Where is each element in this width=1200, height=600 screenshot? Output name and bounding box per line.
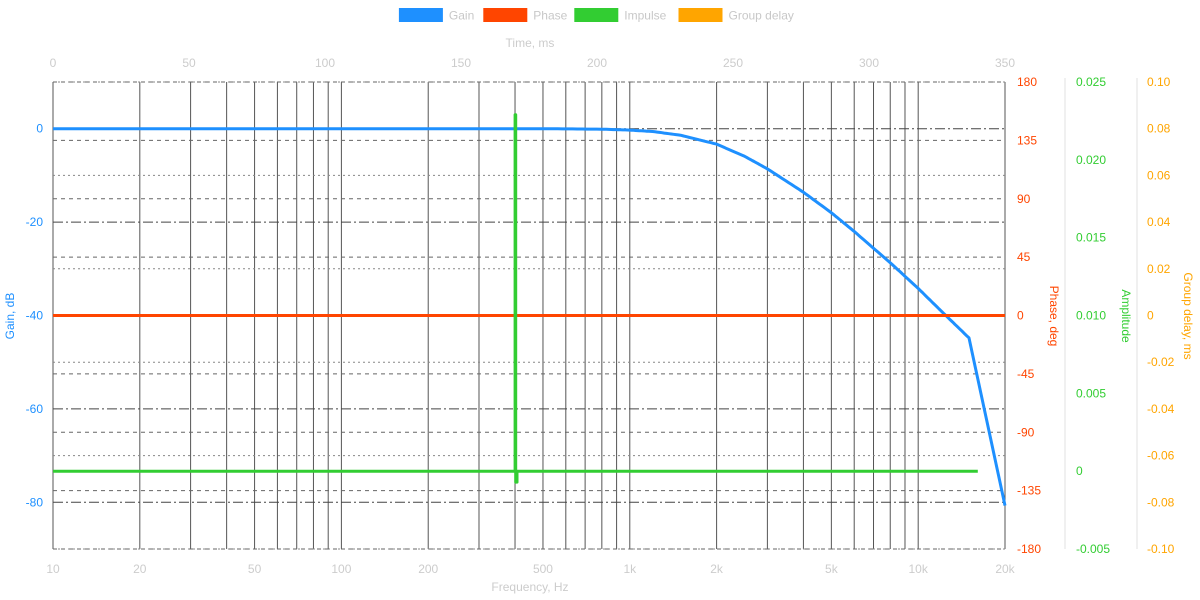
amplitude-tick-label: 0 — [1076, 464, 1083, 478]
frequency-tick-label: 20 — [133, 562, 147, 576]
group-delay-tick-label: -0.02 — [1147, 355, 1175, 369]
frequency-tick-label: 1k — [623, 562, 637, 576]
legend-label: Phase — [533, 9, 567, 23]
legend-label: Impulse — [624, 9, 666, 23]
group-delay-tick-label: 0.10 — [1147, 75, 1171, 89]
frequency-tick-label: 100 — [331, 562, 351, 576]
frequency-axis-title: Frequency, Hz — [491, 580, 568, 594]
group-delay-tick-label: -0.10 — [1147, 542, 1175, 556]
group-delay-axis-title: Group delay, ms — [1181, 272, 1195, 359]
amplitude-tick-label: 0.010 — [1076, 309, 1106, 323]
frequency-tick-label: 200 — [418, 562, 438, 576]
group-delay-tick-label: -0.06 — [1147, 449, 1175, 463]
frequency-tick-label: 5k — [825, 562, 839, 576]
series-gain — [53, 127, 1007, 506]
time-tick-label: 200 — [587, 56, 607, 70]
phase-tick-label: 90 — [1017, 192, 1031, 206]
phase-tick-label: 45 — [1017, 250, 1031, 264]
phase-tick-label: 135 — [1017, 133, 1037, 147]
amplitude-tick-label: 0.005 — [1076, 386, 1106, 400]
phase-axis-title: Phase, deg — [1047, 286, 1061, 347]
frequency-tick-label: 10 — [46, 562, 60, 576]
frequency-tick-label: 10k — [909, 562, 929, 576]
legend-label: Gain — [449, 9, 474, 23]
frequency-tick-label: 20k — [995, 562, 1015, 576]
series-impulse — [53, 113, 978, 484]
gain-tick-label: -40 — [26, 309, 44, 323]
group-delay-tick-label: -0.08 — [1147, 495, 1175, 509]
group-delay-tick-label: 0.04 — [1147, 215, 1171, 229]
tick-labels: 10 20 50 100 200 500 1k 2k 5k 10k 20k 0 50 100 150 200 2… — [26, 56, 1175, 576]
legend-item: Phase — [483, 8, 568, 23]
group-delay-tick-label: 0.06 — [1147, 168, 1171, 182]
amplitude-tick-label: 0.025 — [1076, 75, 1106, 89]
time-tick-label: 0 — [50, 56, 57, 70]
phase-tick-label: -180 — [1017, 542, 1041, 556]
gain-tick-label: -60 — [26, 402, 44, 416]
legend-swatch — [574, 8, 619, 22]
time-tick-label: 50 — [182, 56, 196, 70]
legend-item: Group delay — [678, 8, 794, 23]
amplitude-tick-label: 0.020 — [1076, 153, 1106, 167]
gain-axis-title: Gain, dB — [3, 293, 17, 340]
time-tick-label: 350 — [995, 56, 1015, 70]
gain-tick-label: -80 — [26, 495, 44, 509]
phase-tick-label: 180 — [1017, 75, 1037, 89]
frequency-tick-label: 500 — [533, 562, 553, 576]
frequency-tick-label: 50 — [248, 562, 262, 576]
group-delay-tick-label: 0 — [1147, 309, 1154, 323]
legend-swatch — [483, 8, 528, 22]
phase-tick-label: -45 — [1017, 367, 1035, 381]
legend-item: Gain — [398, 8, 474, 23]
phase-tick-label: -90 — [1017, 425, 1035, 439]
legend-swatch — [678, 8, 723, 22]
frequency-tick-label: 2k — [710, 562, 724, 576]
phase-tick-label: 0 — [1017, 309, 1024, 323]
time-tick-label: 300 — [859, 56, 879, 70]
time-tick-label: 100 — [315, 56, 335, 70]
series-layer — [53, 113, 1007, 506]
legend-swatch — [398, 8, 443, 22]
group-delay-tick-label: -0.04 — [1147, 402, 1175, 416]
time-tick-label: 250 — [723, 56, 743, 70]
legend-label: Group delay — [729, 9, 794, 23]
group-delay-tick-label: 0.02 — [1147, 262, 1171, 276]
amplitude-axis-title: Amplitude — [1119, 289, 1133, 343]
gain-tick-label: 0 — [36, 122, 43, 136]
time-axis-title: Time, ms — [506, 36, 555, 50]
gain-tick-label: -20 — [26, 215, 44, 229]
phase-tick-label: -135 — [1017, 484, 1041, 498]
amplitude-tick-label: -0.005 — [1076, 542, 1110, 556]
time-tick-label: 150 — [451, 56, 471, 70]
group-delay-tick-label: 0.08 — [1147, 122, 1171, 136]
legend: Gain Phase Impulse Group delay — [398, 8, 794, 23]
amplitude-tick-label: 0.015 — [1076, 231, 1106, 245]
legend-item: Impulse — [574, 8, 667, 23]
grid — [52, 78, 1138, 550]
